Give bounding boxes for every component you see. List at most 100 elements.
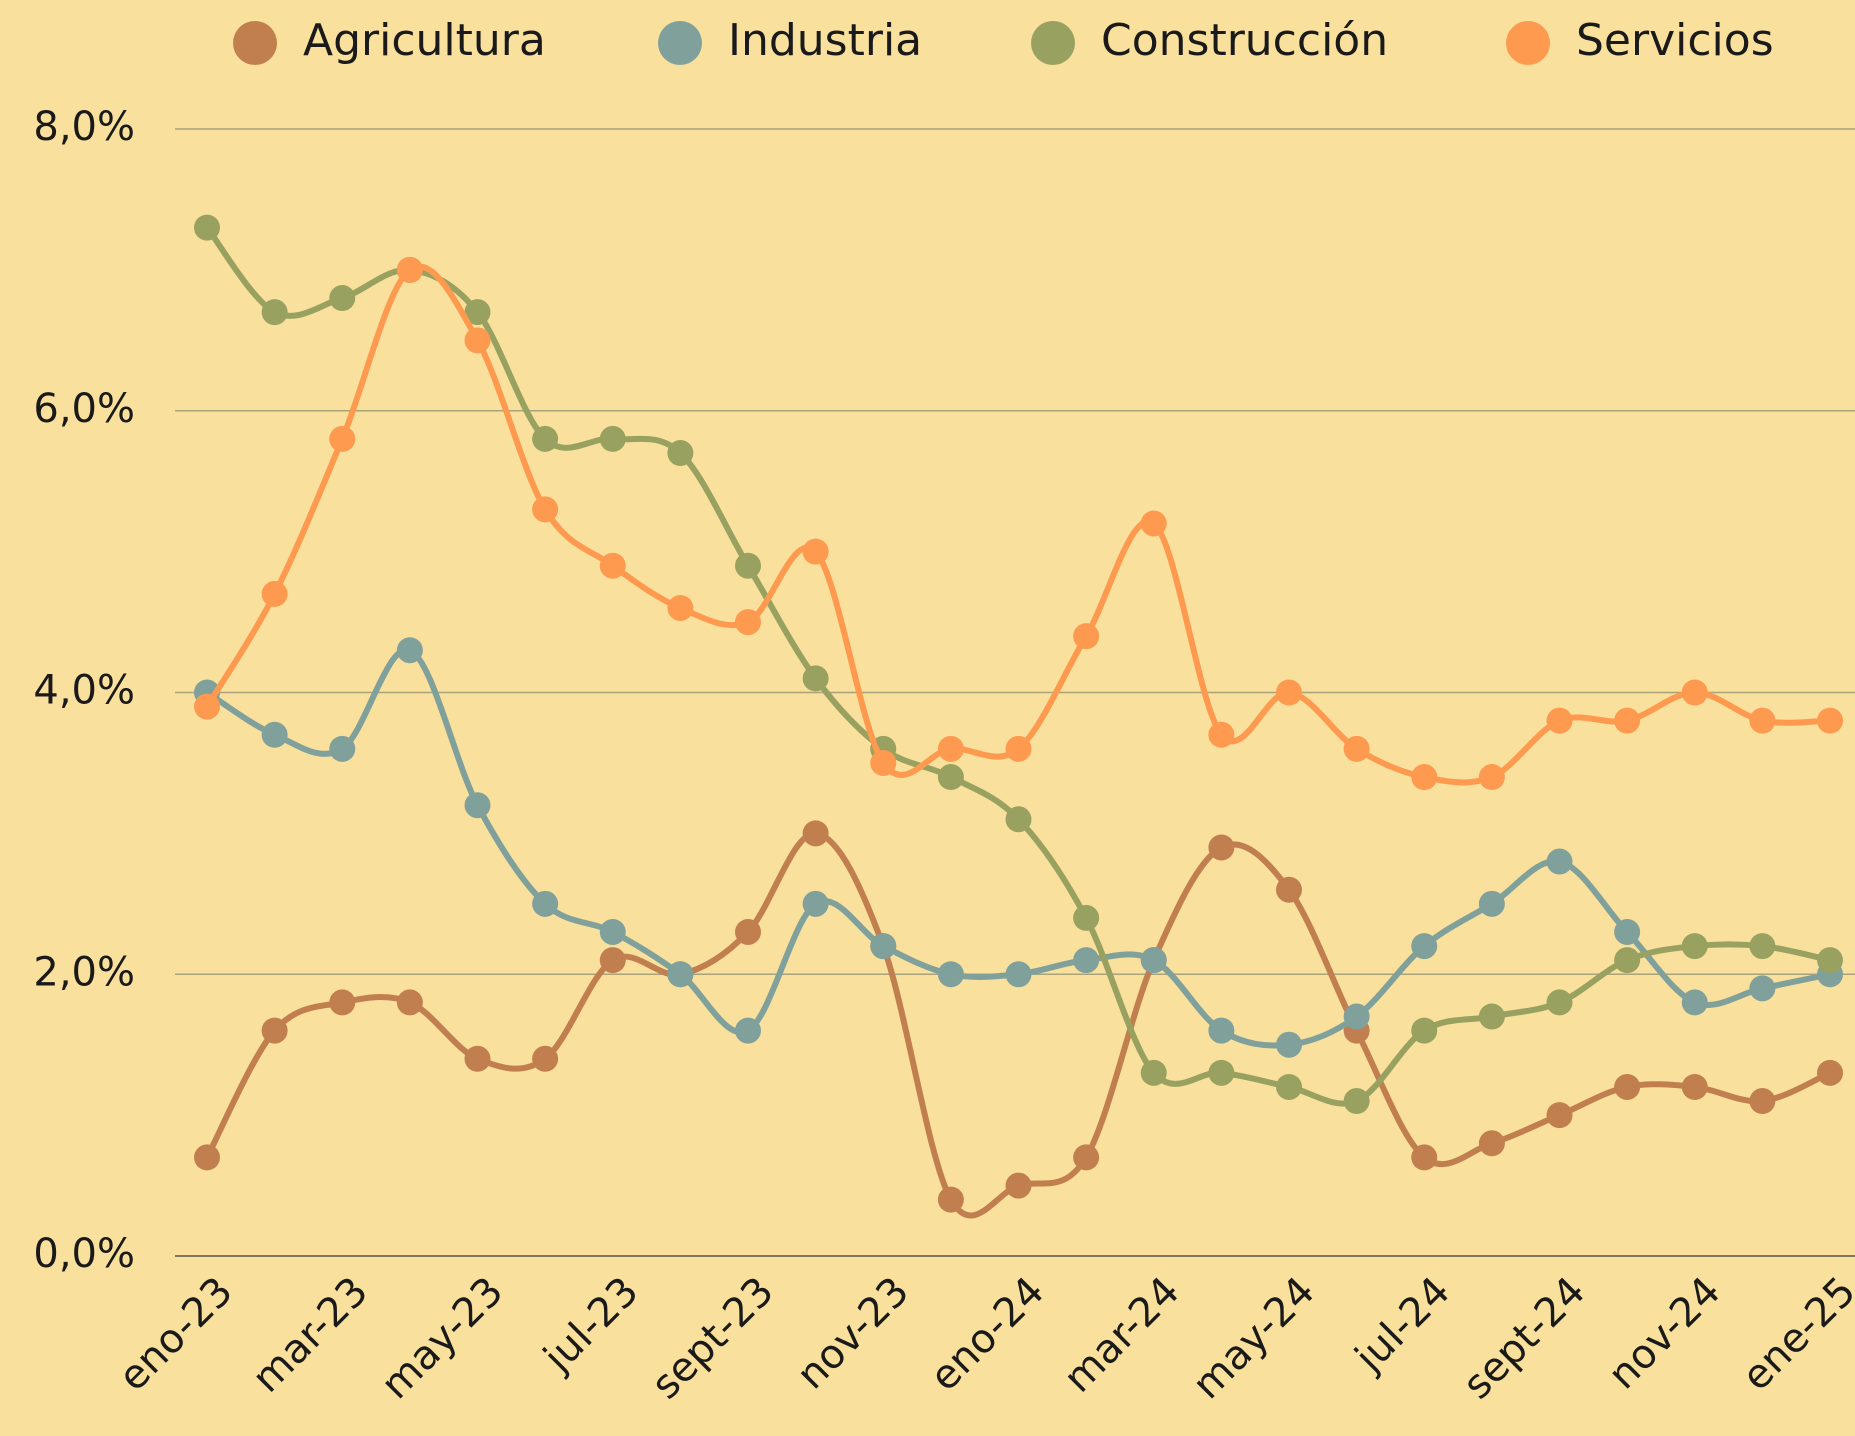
- data-point: [1005, 1172, 1032, 1199]
- x-tick-label: may-24: [1184, 1268, 1324, 1408]
- legend-swatch: [233, 21, 277, 65]
- legend-swatch: [1031, 21, 1075, 65]
- data-point: [1614, 947, 1641, 974]
- x-tick-label: may-23: [372, 1268, 512, 1408]
- data-point: [599, 552, 626, 579]
- data-point: [1681, 989, 1708, 1016]
- data-point: [1411, 1144, 1438, 1171]
- data-point: [532, 496, 559, 523]
- data-point: [1411, 933, 1438, 960]
- x-tick-label: sept-24: [1454, 1268, 1594, 1408]
- data-point: [735, 609, 761, 636]
- data-point: [329, 425, 356, 452]
- data-point: [1073, 904, 1100, 931]
- data-point: [802, 890, 829, 917]
- series-line: [204, 830, 1832, 1219]
- data-point: [532, 890, 559, 917]
- data-point: [1005, 961, 1032, 988]
- data-point: [599, 918, 626, 945]
- data-point: [1276, 1031, 1302, 1058]
- data-point: [937, 1186, 964, 1213]
- data-point: [802, 538, 829, 565]
- x-tick-label: nov-23: [788, 1268, 918, 1398]
- data-point: [1749, 707, 1776, 734]
- data-point: [1817, 1059, 1843, 1086]
- data-point: [599, 947, 626, 974]
- x-tick-label: nov-24: [1600, 1268, 1730, 1398]
- data-point: [1817, 707, 1843, 734]
- x-tick-label: jul-23: [535, 1268, 648, 1381]
- data-point: [1614, 707, 1641, 734]
- data-point: [396, 989, 423, 1016]
- x-tick-label: ene-25: [1733, 1268, 1855, 1399]
- data-point: [667, 594, 694, 621]
- data-point: [464, 299, 491, 326]
- data-point: [396, 256, 423, 283]
- data-point: [1005, 735, 1032, 762]
- data-point: [735, 552, 761, 579]
- data-point: [464, 1045, 491, 1072]
- data-point: [1411, 1017, 1438, 1044]
- data-point: [667, 961, 694, 988]
- data-point: [1681, 1073, 1708, 1100]
- data-point: [937, 764, 964, 791]
- legend-swatch: [658, 21, 702, 65]
- data-point: [1140, 1059, 1167, 1086]
- data-point: [1817, 947, 1843, 974]
- y-tick-label: 8,0%: [33, 104, 135, 150]
- legend-label: Industria: [728, 15, 922, 66]
- data-point: [1681, 933, 1708, 960]
- x-tick-label: sept-23: [643, 1268, 783, 1408]
- data-point: [1546, 848, 1573, 875]
- data-point: [1276, 679, 1302, 706]
- x-tick-label: mar-23: [244, 1268, 377, 1401]
- data-point: [1343, 735, 1370, 762]
- data-point: [1073, 1144, 1100, 1171]
- legend-swatch: [1506, 21, 1550, 65]
- data-point: [735, 918, 761, 945]
- data-point: [1073, 947, 1100, 974]
- x-tick-label: eno-24: [921, 1268, 1053, 1400]
- data-point: [1478, 1130, 1505, 1157]
- y-tick-label: 0,0%: [33, 1231, 135, 1277]
- data-point: [667, 440, 694, 467]
- data-point: [329, 989, 356, 1016]
- data-point: [464, 792, 491, 819]
- x-tick-label: eno-23: [110, 1268, 242, 1400]
- data-point: [1343, 1003, 1370, 1030]
- data-point: [1546, 989, 1573, 1016]
- legend-label: Agricultura: [303, 15, 546, 66]
- series-line: [204, 263, 1831, 786]
- data-point: [735, 1017, 761, 1044]
- y-tick-label: 4,0%: [33, 668, 135, 714]
- data-point: [1005, 806, 1032, 833]
- data-point: [1478, 764, 1505, 791]
- data-point: [1681, 679, 1708, 706]
- data-point: [1343, 1088, 1370, 1115]
- data-point: [802, 665, 829, 692]
- data-point: [532, 1045, 559, 1072]
- data-point: [937, 961, 964, 988]
- data-point: [194, 214, 220, 241]
- data-point: [261, 1017, 288, 1044]
- data-point: [1208, 1059, 1235, 1086]
- data-point: [1411, 764, 1438, 791]
- data-point: [1276, 876, 1302, 903]
- data-point: [1208, 1017, 1235, 1044]
- data-point: [261, 580, 288, 607]
- data-point: [1140, 947, 1167, 974]
- data-point: [532, 425, 559, 452]
- data-point: [329, 285, 356, 312]
- data-point: [1208, 721, 1235, 748]
- data-point: [937, 735, 964, 762]
- data-point: [1546, 707, 1573, 734]
- y-tick-label: 2,0%: [33, 949, 135, 995]
- data-point: [1140, 510, 1167, 537]
- legend-label: Servicios: [1576, 15, 1774, 66]
- data-point: [1478, 1003, 1505, 1030]
- data-point: [802, 820, 829, 847]
- data-point: [870, 933, 897, 960]
- data-point: [194, 1144, 220, 1171]
- data-point: [464, 327, 491, 354]
- data-point: [1478, 890, 1505, 917]
